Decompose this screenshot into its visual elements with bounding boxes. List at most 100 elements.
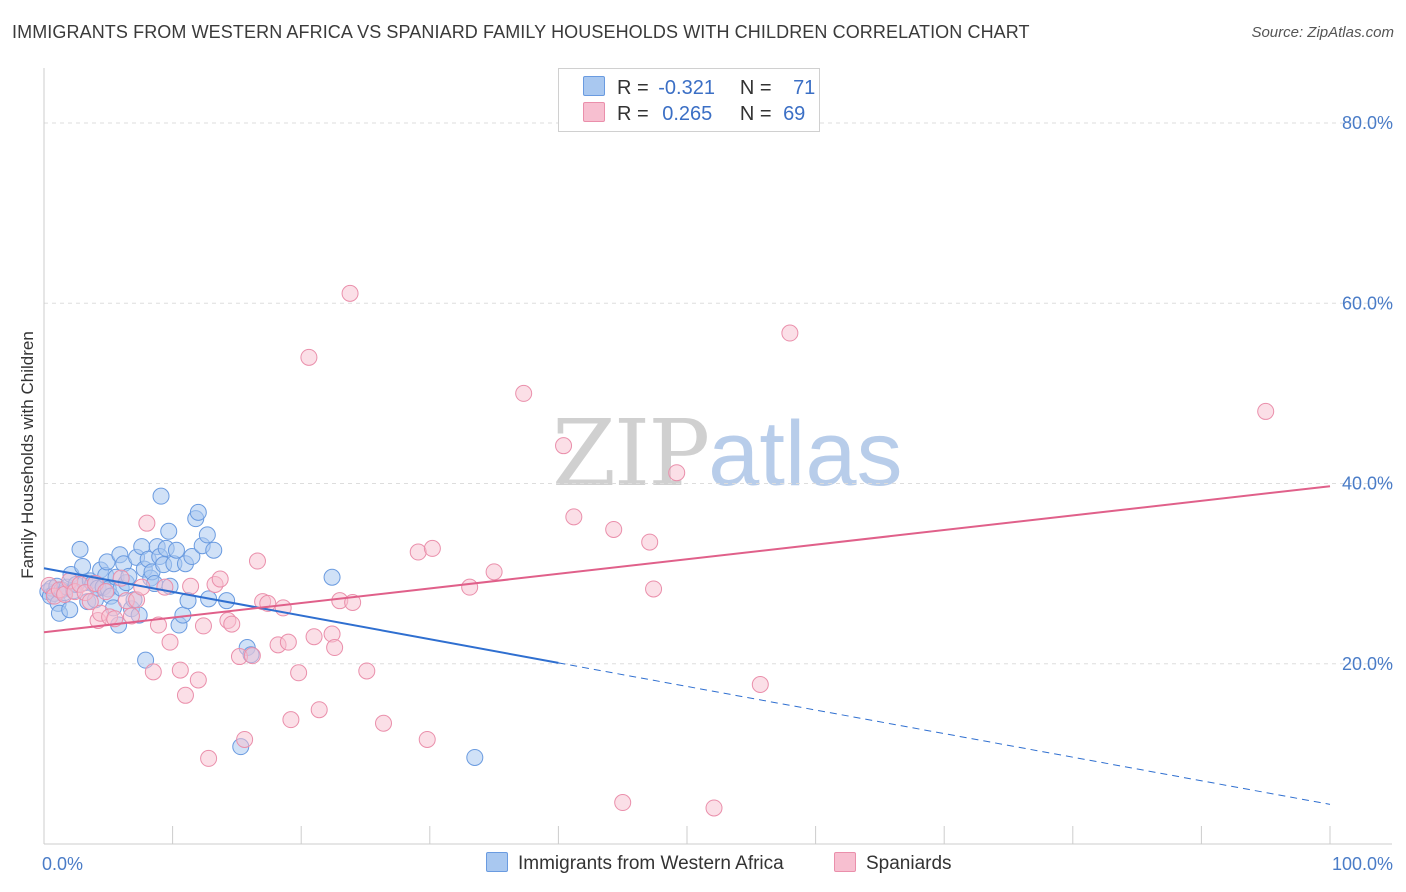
data-point-western-africa — [74, 557, 92, 575]
data-point-spaniards — [161, 633, 179, 651]
data-point-spaniards — [282, 711, 300, 729]
series-western-africa-points — [39, 487, 484, 766]
data-point-western-africa — [167, 541, 185, 559]
data-point-spaniards — [326, 639, 344, 657]
data-point-western-africa — [205, 541, 223, 559]
data-point-western-africa — [189, 503, 207, 521]
data-point-spaniards — [106, 610, 124, 628]
data-point-spaniards — [605, 520, 623, 538]
bottom-legend-label: Immigrants from Western Africa — [518, 853, 784, 874]
data-point-spaniards — [149, 616, 167, 634]
legend-r-label: R = — [617, 77, 649, 99]
y-tick-label: 40.0% — [1342, 474, 1393, 494]
data-point-spaniards — [358, 662, 376, 680]
watermark-zip: ZIP — [552, 400, 710, 507]
data-point-spaniards — [122, 607, 140, 625]
data-point-western-africa — [71, 540, 89, 558]
trend-line-western-africa — [43, 567, 559, 664]
bottom-legend-swatch-pink — [834, 852, 856, 872]
data-point-spaniards — [668, 464, 686, 482]
data-point-spaniards — [375, 714, 393, 732]
data-point-spaniards — [614, 794, 632, 812]
data-point-spaniards — [194, 617, 212, 635]
data-point-spaniards — [81, 593, 99, 611]
correlation-legend: R = -0.321 N = 71 R = 0.265 N = 69 — [558, 68, 820, 132]
data-point-spaniards — [341, 284, 359, 302]
legend-n-label: N = — [739, 103, 772, 125]
data-point-spaniards — [189, 671, 207, 689]
data-point-spaniards — [97, 583, 115, 601]
data-point-spaniards — [248, 552, 266, 570]
watermark: ZIPatlas — [552, 400, 903, 507]
data-point-western-africa — [61, 601, 79, 619]
data-point-spaniards — [565, 508, 583, 526]
legend-row-spaniards: R = 0.265 N = 69 — [583, 102, 805, 128]
legend-row-western-africa: R = -0.321 N = 71 — [583, 76, 815, 102]
data-point-spaniards — [211, 570, 229, 588]
data-point-western-africa — [137, 651, 155, 669]
data-point-spaniards — [461, 578, 479, 596]
data-point-spaniards — [1257, 402, 1275, 420]
y-tick-label: 20.0% — [1342, 654, 1393, 674]
data-point-spaniards — [423, 539, 441, 557]
data-point-western-africa — [198, 526, 216, 544]
data-point-spaniards — [310, 701, 328, 719]
watermark-atlas: atlas — [708, 403, 903, 505]
data-point-spaniards — [279, 633, 297, 651]
x-tick-label: 0.0% — [42, 854, 83, 874]
data-point-spaniards — [236, 730, 254, 748]
legend-swatch-pink — [583, 102, 605, 122]
data-point-spaniards — [305, 628, 323, 646]
data-point-spaniards — [705, 799, 723, 817]
data-point-spaniards — [182, 577, 200, 595]
data-point-spaniards — [156, 578, 174, 596]
data-point-spaniards — [176, 686, 194, 704]
y-tick-label: 80.0% — [1342, 113, 1393, 133]
tick-labels: 20.0% 40.0% 60.0% 80.0% 0.0% 100.0% — [42, 113, 1393, 874]
data-point-western-africa — [183, 548, 201, 566]
x-tick-label: 100.0% — [1332, 854, 1393, 874]
gridlines — [44, 122, 1392, 665]
data-point-western-africa — [98, 553, 116, 571]
legend-r-label: R = — [617, 103, 649, 125]
legend-r-value: 0.265 — [662, 103, 713, 125]
data-point-spaniards — [300, 348, 318, 366]
data-point-spaniards — [144, 663, 162, 681]
series-spaniards-points — [40, 284, 1275, 817]
source-note: Source: ZipAtlas.com — [1251, 24, 1394, 41]
data-point-spaniards — [418, 730, 436, 748]
data-point-western-africa — [466, 748, 484, 766]
data-point-spaniards — [290, 664, 308, 682]
legend-n-value: 69 — [783, 103, 806, 125]
bottom-legend-spaniards: Spaniards — [834, 852, 952, 875]
trend-line-western-africa-extension — [558, 662, 1331, 805]
data-point-spaniards — [781, 324, 799, 342]
data-point-spaniards — [171, 661, 189, 679]
trend-line-spaniards — [43, 485, 1331, 634]
data-point-spaniards — [751, 675, 769, 693]
bottom-legend-label: Spaniards — [866, 853, 952, 874]
legend-n-label: N = — [739, 77, 772, 99]
data-point-spaniards — [645, 580, 663, 598]
y-tick-label: 60.0% — [1342, 293, 1393, 313]
legend-swatch-blue — [583, 76, 605, 96]
data-point-western-africa — [152, 487, 170, 505]
axes — [43, 68, 1392, 845]
data-point-spaniards — [409, 543, 427, 561]
chart-title: IMMIGRANTS FROM WESTERN AFRICA VS SPANIA… — [12, 22, 1030, 42]
legend-r-value: -0.321 — [658, 77, 715, 99]
data-point-spaniards — [138, 514, 156, 532]
data-point-western-africa — [323, 568, 341, 586]
data-point-spaniards — [243, 647, 261, 665]
data-point-spaniards — [641, 533, 659, 551]
data-point-spaniards — [223, 615, 241, 633]
data-point-spaniards — [485, 563, 503, 581]
data-point-spaniards — [555, 437, 573, 455]
bottom-legend-swatch-blue — [486, 852, 508, 872]
bottom-legend-western-africa: Immigrants from Western Africa — [486, 852, 784, 875]
trend-lines — [43, 485, 1331, 805]
data-point-spaniards — [200, 749, 218, 767]
data-point-spaniards — [515, 384, 533, 402]
legend-n-value: 71 — [793, 77, 816, 99]
